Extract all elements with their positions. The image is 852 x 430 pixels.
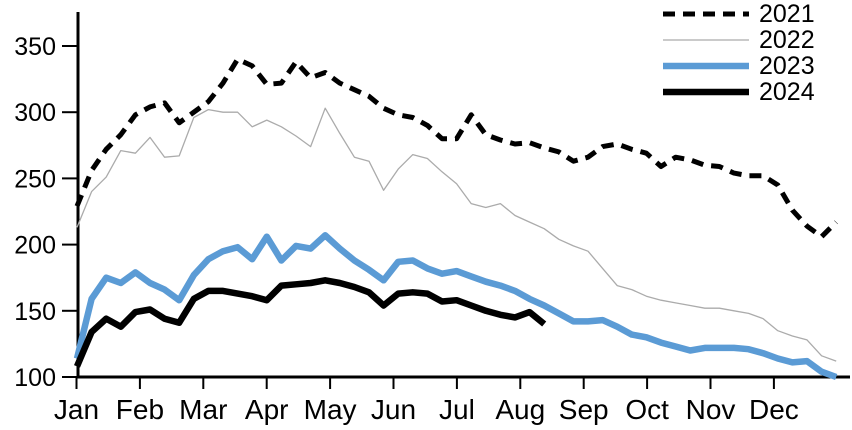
legend-line-sample-2023 bbox=[663, 62, 749, 70]
x-tick-label: Apr bbox=[245, 394, 289, 425]
x-tick-label: May bbox=[304, 394, 357, 425]
legend-label: 2021 bbox=[759, 0, 815, 28]
x-tick-label: Jun bbox=[371, 394, 416, 425]
y-tick-label: 150 bbox=[14, 298, 56, 326]
series-line-2021 bbox=[74, 56, 838, 240]
x-tick-label: Feb bbox=[116, 394, 164, 425]
x-tick-label: Aug bbox=[495, 394, 545, 425]
y-tick-label: 350 bbox=[14, 33, 56, 61]
x-tick-label: Jan bbox=[54, 394, 99, 425]
y-tick-label: 200 bbox=[14, 232, 56, 260]
x-tick-label: Oct bbox=[625, 394, 669, 425]
legend-label: 2024 bbox=[759, 78, 815, 106]
legend-item-2023: 2023 bbox=[660, 53, 815, 79]
legend-item-2021: 2021 bbox=[660, 1, 815, 27]
y-tick-label: 100 bbox=[14, 364, 56, 392]
x-tick-label: Mar bbox=[179, 394, 227, 425]
series-line-2023 bbox=[73, 232, 838, 381]
legend-line-sample-2021 bbox=[663, 11, 749, 17]
legend-label: 2022 bbox=[759, 26, 815, 54]
legend-item-2024: 2024 bbox=[660, 79, 815, 105]
legend-label: 2023 bbox=[759, 52, 815, 80]
series-line-2022 bbox=[76, 107, 837, 362]
x-tick-label: Sep bbox=[559, 394, 609, 425]
series-line-2024 bbox=[74, 277, 547, 368]
x-axis-ticks: Jan Feb Mar Apr May Jun Jul Aug Sep Oct Nov Dec bbox=[54, 377, 799, 425]
legend: 2021 2022 2023 2024 bbox=[660, 1, 815, 105]
y-axis-ticks: 100 150 200 250 300 350 bbox=[14, 33, 78, 392]
y-tick-label: 300 bbox=[14, 99, 56, 127]
legend-line-sample-2022 bbox=[663, 39, 749, 41]
axes bbox=[76, 12, 850, 379]
legend-item-2022: 2022 bbox=[660, 27, 815, 53]
legend-line-sample-2024 bbox=[663, 88, 749, 96]
x-tick-label: Jul bbox=[439, 394, 475, 425]
x-tick-label: Nov bbox=[686, 394, 736, 425]
y-tick-label: 250 bbox=[14, 165, 56, 193]
x-tick-label: Dec bbox=[749, 394, 799, 425]
